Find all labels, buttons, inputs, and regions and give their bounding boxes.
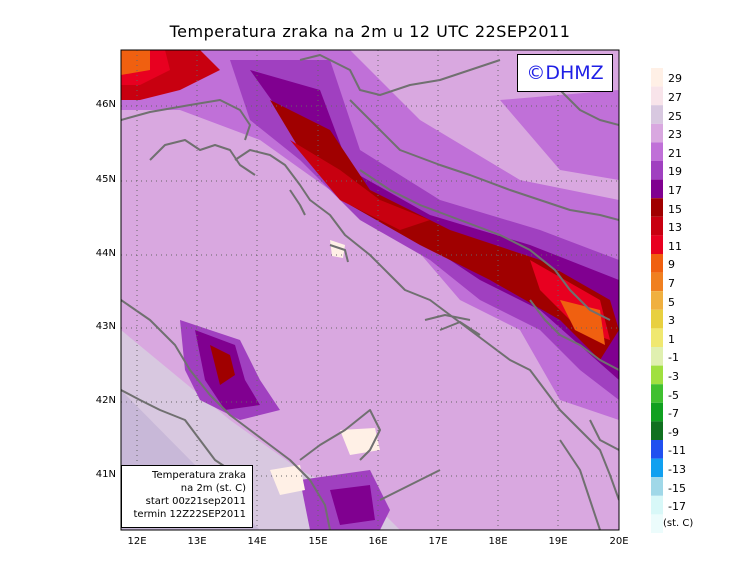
legend-swatch xyxy=(651,198,663,217)
info-line-2: na 2m (st. C) xyxy=(180,483,246,494)
info-line-4: termin 12Z22SEP2011 xyxy=(133,509,247,520)
info-line-1: Temperatura zraka xyxy=(152,470,246,481)
legend-label: 3 xyxy=(668,314,675,328)
legend-swatch xyxy=(651,328,663,347)
legend-swatch xyxy=(651,272,663,292)
copyright-label: ©DHMZ xyxy=(517,54,613,92)
legend-label: -13 xyxy=(668,462,686,476)
legend-label: 17 xyxy=(668,183,682,197)
legend-label: 27 xyxy=(668,90,682,104)
legend-label: -5 xyxy=(668,388,679,402)
x-tick-label: 12E xyxy=(127,536,147,547)
legend-label: 11 xyxy=(668,239,682,253)
legend-label: -9 xyxy=(668,425,679,439)
x-tick-label: 16E xyxy=(368,536,388,547)
legend-swatch xyxy=(651,458,663,478)
info-line-3: start 00z21sep2011 xyxy=(145,496,246,507)
y-tick-label: 45N xyxy=(95,174,116,185)
legend-label: 23 xyxy=(668,128,682,142)
legend-label: 19 xyxy=(668,165,682,179)
y-tick-label: 42N xyxy=(95,395,116,406)
legend-label: 25 xyxy=(668,109,682,123)
legend-swatch xyxy=(651,402,663,422)
y-tick-label: 44N xyxy=(95,248,116,259)
legend-swatch xyxy=(651,291,663,310)
legend-label: 13 xyxy=(668,221,682,235)
legend-unit: (st. C) xyxy=(663,518,694,529)
coastlines-and-borders xyxy=(121,54,619,530)
legend-label: -3 xyxy=(668,369,679,383)
x-tick-label: 18E xyxy=(488,536,508,547)
x-tick-label: 20E xyxy=(609,536,629,547)
legend-label: -1 xyxy=(668,351,679,365)
y-tick-label: 41N xyxy=(95,469,116,480)
legend-swatch xyxy=(651,179,663,199)
legend-swatch xyxy=(651,495,663,515)
legend-swatches xyxy=(651,68,663,533)
plot-frame xyxy=(120,49,620,531)
legend-swatch xyxy=(651,235,663,254)
info-box: Temperatura zraka na 2m (st. C) start 00… xyxy=(121,465,253,528)
x-tick-label: 14E xyxy=(247,536,267,547)
legend-swatch xyxy=(651,384,663,403)
legend-label: 15 xyxy=(668,202,682,216)
x-tick-label: 15E xyxy=(308,536,328,547)
legend-label: 7 xyxy=(668,276,675,290)
legend-label: 1 xyxy=(668,332,675,346)
legend-swatch xyxy=(651,440,663,459)
lat-lon-grid xyxy=(121,50,619,530)
legend-swatch xyxy=(651,123,663,143)
legend-swatch xyxy=(651,365,663,385)
legend-swatch xyxy=(651,254,663,273)
legend-label: -7 xyxy=(668,407,679,421)
x-tick-label: 19E xyxy=(548,536,568,547)
legend-swatch xyxy=(651,477,663,496)
legend-label: 5 xyxy=(668,295,675,309)
legend-label: -11 xyxy=(668,444,686,458)
map-title: Temperatura zraka na 2m u 12 UTC 22SEP20… xyxy=(169,22,571,41)
legend-swatch xyxy=(651,105,663,124)
legend-label: 29 xyxy=(668,72,682,86)
legend-label: 21 xyxy=(668,146,682,160)
legend-swatch xyxy=(651,347,663,366)
legend-swatch xyxy=(651,86,663,106)
legend-label: 9 xyxy=(668,258,675,272)
legend-swatch xyxy=(651,309,663,329)
legend-swatch xyxy=(651,514,663,533)
legend-swatch xyxy=(651,421,663,440)
legend-swatch xyxy=(651,142,663,161)
legend-swatch xyxy=(651,161,663,180)
x-tick-label: 13E xyxy=(187,536,207,547)
legend-label: -17 xyxy=(668,500,686,514)
legend-swatch xyxy=(651,68,663,87)
y-tick-label: 46N xyxy=(95,99,116,110)
x-tick-label: 17E xyxy=(428,536,448,547)
y-tick-label: 43N xyxy=(95,321,116,332)
legend-label: -15 xyxy=(668,481,686,495)
legend-swatch xyxy=(651,216,663,236)
